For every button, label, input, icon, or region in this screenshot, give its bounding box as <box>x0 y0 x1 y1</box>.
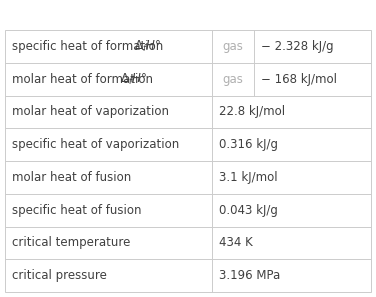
Text: critical pressure: critical pressure <box>12 269 107 282</box>
Text: critical temperature: critical temperature <box>12 236 130 249</box>
Text: $\Delta_f H°$: $\Delta_f H°$ <box>134 39 161 54</box>
Text: $\Delta_f H°$: $\Delta_f H°$ <box>120 72 147 87</box>
Text: 3.1 kJ/mol: 3.1 kJ/mol <box>219 171 277 184</box>
Text: gas: gas <box>222 73 243 86</box>
Text: specific heat of fusion: specific heat of fusion <box>12 204 141 217</box>
Text: 0.316 kJ/g: 0.316 kJ/g <box>219 138 278 151</box>
Text: 22.8 kJ/mol: 22.8 kJ/mol <box>219 105 285 119</box>
Text: specific heat of vaporization: specific heat of vaporization <box>12 138 179 151</box>
Text: − 168 kJ/mol: − 168 kJ/mol <box>261 73 337 86</box>
Text: specific heat of formation: specific heat of formation <box>12 40 167 53</box>
Bar <box>5 30 371 292</box>
Text: 3.196 MPa: 3.196 MPa <box>219 269 280 282</box>
Text: − 2.328 kJ/g: − 2.328 kJ/g <box>261 40 334 53</box>
Text: molar heat of fusion: molar heat of fusion <box>12 171 131 184</box>
Text: 434 K: 434 K <box>219 236 253 249</box>
Text: molar heat of vaporization: molar heat of vaporization <box>12 105 169 119</box>
Text: gas: gas <box>222 40 243 53</box>
Text: molar heat of formation: molar heat of formation <box>12 73 157 86</box>
Text: 0.043 kJ/g: 0.043 kJ/g <box>219 204 277 217</box>
